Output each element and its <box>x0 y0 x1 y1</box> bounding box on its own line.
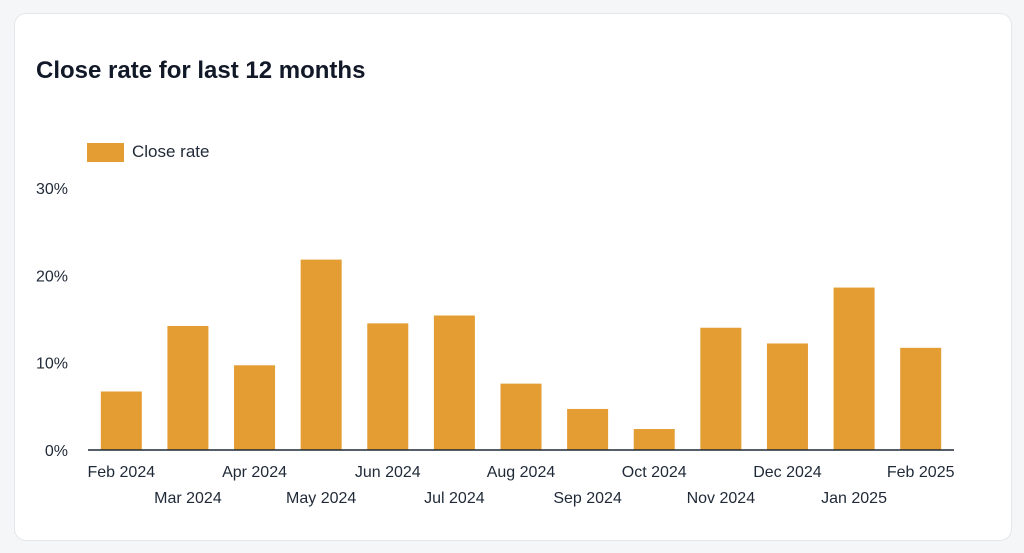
bar-feb-2025[interactable] <box>900 347 942 450</box>
bars <box>100 259 942 450</box>
bar-apr-2024[interactable] <box>234 365 276 450</box>
x-tick-label: Mar 2024 <box>154 490 222 507</box>
bar-nov-2024[interactable] <box>700 327 742 450</box>
bar-oct-2024[interactable] <box>633 429 675 450</box>
y-tick-label: 20% <box>36 268 68 285</box>
legend-label: Close rate <box>132 142 210 161</box>
bar-jan-2025[interactable] <box>833 287 875 450</box>
x-tick-label: Apr 2024 <box>222 464 287 481</box>
x-tick-label: Sep 2024 <box>553 490 622 507</box>
x-tick-label: Feb 2024 <box>88 464 156 481</box>
chart-legend[interactable]: Close rate <box>87 142 209 162</box>
chart-title: Close rate for last 12 months <box>36 57 366 84</box>
x-tick-label: Aug 2024 <box>487 464 556 481</box>
x-tick-label: May 2024 <box>286 490 356 507</box>
bar-jul-2024[interactable] <box>433 315 475 450</box>
x-tick-label: Jun 2024 <box>355 464 421 481</box>
bar-aug-2024[interactable] <box>500 383 542 450</box>
x-tick-label: Feb 2025 <box>887 464 955 481</box>
x-tick-label: Oct 2024 <box>622 464 687 481</box>
y-axis-ticks: 0% 10% 20% 30% <box>36 181 68 460</box>
x-tick-label: Jul 2024 <box>424 490 485 507</box>
bar-sep-2024[interactable] <box>567 408 609 450</box>
chart-card <box>14 13 1012 541</box>
bar-may-2024[interactable] <box>300 259 342 450</box>
bar-feb-2024[interactable] <box>100 391 142 450</box>
bar-jun-2024[interactable] <box>367 323 409 450</box>
bar-mar-2024[interactable] <box>167 325 209 450</box>
bar-dec-2024[interactable] <box>766 343 808 450</box>
y-tick-label: 0% <box>45 443 68 460</box>
x-tick-label: Nov 2024 <box>687 490 756 507</box>
y-tick-label: 10% <box>36 356 68 373</box>
y-tick-label: 30% <box>36 181 68 198</box>
legend-swatch <box>87 142 124 162</box>
x-tick-label: Dec 2024 <box>753 464 822 481</box>
x-tick-label: Jan 2025 <box>821 490 887 507</box>
